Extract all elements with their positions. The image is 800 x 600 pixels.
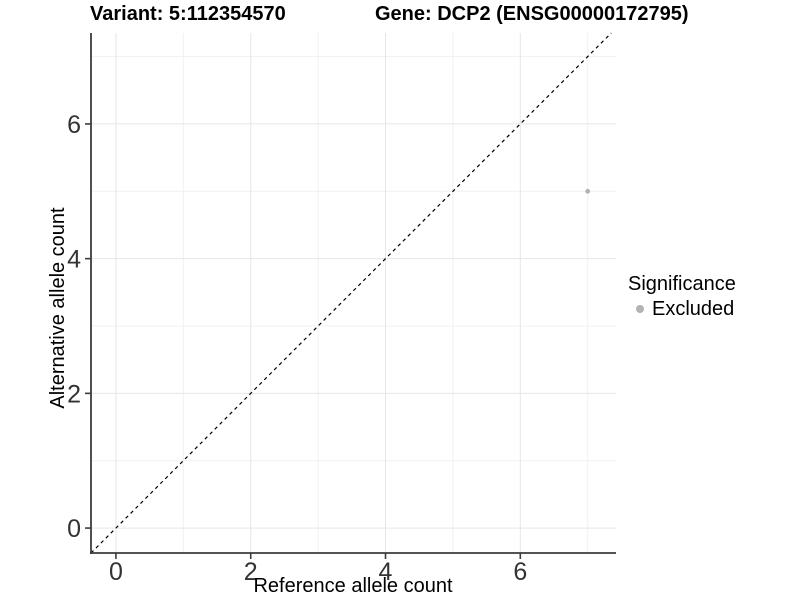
legend-item-excluded: Excluded <box>628 297 736 321</box>
y-tick-label: 0 <box>67 515 81 543</box>
y-tick-label: 6 <box>67 111 81 139</box>
legend-item-label: Excluded <box>652 298 735 320</box>
legend-point-icon <box>636 305 644 313</box>
legend-title: Significance <box>628 273 736 295</box>
x-tick-label: 6 <box>513 558 527 586</box>
chart-title-variant: Variant: 5:112354570 <box>90 3 286 25</box>
y-axis-title: Alternative allele count <box>47 207 69 409</box>
y-tick-label: 4 <box>67 246 81 274</box>
legend: Significance Excluded <box>628 272 736 321</box>
chart-title-gene: Gene: DCP2 (ENSG00000172795) <box>375 3 689 25</box>
data-point <box>585 188 591 194</box>
y-tick-label: 2 <box>67 380 81 408</box>
x-tick-label: 0 <box>109 558 123 586</box>
x-tick-label: 2 <box>244 558 258 586</box>
identity-line <box>90 32 612 554</box>
x-tick-label: 4 <box>379 558 393 586</box>
x-axis-title: Reference allele count <box>253 575 453 597</box>
